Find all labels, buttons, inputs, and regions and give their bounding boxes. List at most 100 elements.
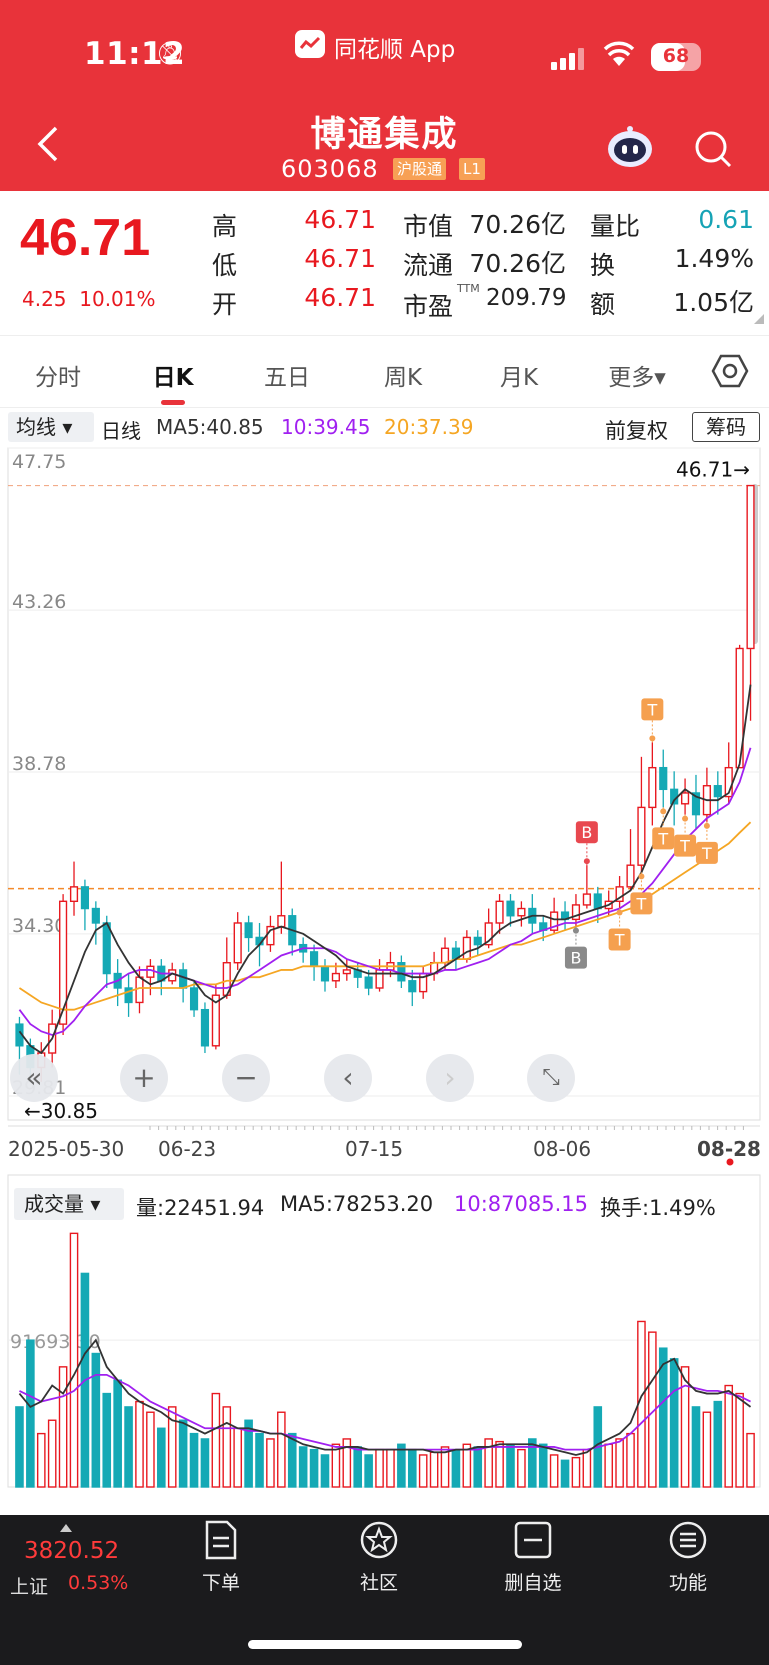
candle-body bbox=[102, 922, 111, 975]
volume-bar bbox=[615, 1438, 624, 1488]
pe-ttm-sup: TTM bbox=[457, 282, 480, 295]
candle-body bbox=[648, 766, 657, 809]
signal-marker bbox=[674, 834, 697, 857]
ma20-line bbox=[18, 821, 752, 1011]
stock-name: 博通集成 bbox=[310, 115, 459, 155]
signal-label: T bbox=[657, 829, 668, 848]
volume-bar bbox=[462, 1443, 472, 1488]
volume-bar bbox=[713, 1400, 723, 1488]
back-button[interactable] bbox=[32, 122, 62, 174]
adjust-mode[interactable]: 前复权 bbox=[605, 419, 668, 443]
ma-indicator-select[interactable]: 均线 ▾ bbox=[8, 412, 94, 442]
candle-body bbox=[146, 965, 155, 978]
volume-ma5-line bbox=[18, 1338, 752, 1456]
low-label: 低 bbox=[212, 251, 238, 280]
signal-label: T bbox=[614, 931, 625, 950]
volume-bar bbox=[549, 1454, 559, 1488]
candle-body bbox=[615, 886, 624, 903]
fullscreen-button[interactable]: ⤡ bbox=[527, 1054, 575, 1102]
date-axis-label: 08-28 bbox=[697, 1137, 761, 1161]
candle-body bbox=[135, 976, 144, 1004]
menu-circle-icon bbox=[669, 1521, 707, 1559]
tab-intraday[interactable]: 分时 bbox=[35, 365, 81, 391]
signal-marker bbox=[641, 698, 664, 721]
zoom-in-button[interactable]: + bbox=[120, 1054, 168, 1102]
candle-body bbox=[473, 936, 482, 946]
candle-body bbox=[331, 972, 340, 982]
volume-bar bbox=[135, 1400, 144, 1488]
ma10-line bbox=[18, 747, 752, 1036]
tab-five-day[interactable]: 五日 bbox=[264, 365, 310, 391]
volume-bar bbox=[386, 1448, 395, 1488]
candle-body bbox=[320, 965, 330, 982]
status-time: 11:12 bbox=[84, 36, 186, 72]
volume-bar bbox=[69, 1232, 79, 1488]
index-value[interactable]: 3820.52 bbox=[24, 1538, 120, 1564]
candle-body bbox=[593, 893, 602, 910]
tab-monthly-k[interactable]: 月K bbox=[499, 365, 539, 391]
silent-bell-icon: 🔕︎ bbox=[156, 42, 184, 67]
volume-indicator-select[interactable]: 成交量 ▾ bbox=[14, 1188, 124, 1220]
tab-daily-k[interactable]: 日K bbox=[152, 365, 194, 391]
volume-bar bbox=[353, 1446, 363, 1488]
vr-value: 0.61 bbox=[698, 205, 754, 234]
volume-bar bbox=[47, 1419, 57, 1488]
volume-bar bbox=[189, 1432, 199, 1488]
chip-distribution-button[interactable]: 筹码 bbox=[692, 412, 760, 442]
scroll-left-button[interactable]: ‹ bbox=[324, 1054, 372, 1102]
volume-bar bbox=[233, 1427, 242, 1488]
open-label: 开 bbox=[212, 290, 238, 319]
tab-weekly-k[interactable]: 周K bbox=[383, 365, 423, 391]
candle-body bbox=[440, 947, 450, 964]
nav-remove-watchlist[interactable]: 删自选 bbox=[483, 1520, 583, 1595]
nav-order[interactable]: 下单 bbox=[171, 1520, 271, 1595]
tab-more[interactable]: 更多▾ bbox=[608, 365, 666, 391]
scroll-left-fast-button[interactable]: « bbox=[10, 1054, 58, 1102]
volume-bar bbox=[746, 1432, 755, 1488]
signal-marker bbox=[652, 827, 675, 850]
zoom-out-button[interactable]: − bbox=[222, 1054, 270, 1102]
nav-community[interactable]: 社区 bbox=[329, 1520, 429, 1595]
signal-label: T bbox=[646, 700, 657, 719]
expand-corner-icon[interactable] bbox=[754, 314, 764, 324]
signal-label: T bbox=[701, 844, 712, 863]
high-label: 高 bbox=[212, 212, 238, 241]
candle-body bbox=[124, 987, 133, 1004]
high-price-label: 46.71→ bbox=[676, 458, 750, 482]
order-document-icon bbox=[205, 1520, 237, 1560]
volume-bar bbox=[724, 1384, 734, 1488]
volume-bar bbox=[528, 1438, 537, 1488]
volume-bar bbox=[91, 1352, 101, 1488]
ma5-line bbox=[18, 684, 752, 1055]
volume-bar bbox=[604, 1443, 613, 1488]
volume-bar bbox=[102, 1392, 112, 1488]
volume-bar bbox=[691, 1406, 701, 1488]
pe-label: 市盈 bbox=[403, 292, 454, 321]
date-axis-label: 2025-05-30 bbox=[8, 1137, 124, 1161]
candle-body bbox=[233, 922, 242, 964]
pe-value: 209.79 bbox=[486, 285, 567, 311]
stock-code: 603068 bbox=[281, 155, 379, 183]
volume-bar bbox=[298, 1446, 308, 1488]
robot-assistant-icon[interactable] bbox=[606, 125, 654, 169]
volume-ma5-readout: MA5:78253.20 bbox=[280, 1192, 434, 1216]
settings-hexagon-icon[interactable] bbox=[711, 352, 749, 394]
scroll-right-button[interactable]: › bbox=[426, 1054, 474, 1102]
nav-functions[interactable]: 功能 bbox=[638, 1520, 738, 1595]
search-icon[interactable] bbox=[693, 129, 733, 169]
kline-chart[interactable]: 47.7543.2638.7834.3029.8146.71→BBTTTTTT←… bbox=[0, 440, 769, 1515]
volume-bar bbox=[571, 1456, 581, 1488]
signal-dot bbox=[638, 873, 645, 880]
candle-body bbox=[375, 969, 384, 989]
wifi-icon bbox=[603, 40, 635, 72]
signal-dot bbox=[572, 927, 579, 934]
price-axis-label: 38.78 bbox=[12, 753, 66, 775]
candle-body bbox=[637, 806, 646, 866]
volume-bar bbox=[680, 1366, 690, 1488]
signal-label: T bbox=[679, 837, 690, 856]
signal-dot bbox=[660, 808, 667, 815]
volume-readout: 量:22451.94 bbox=[136, 1196, 265, 1220]
turnover-label: 换 bbox=[590, 251, 616, 280]
volume-bar bbox=[309, 1448, 319, 1488]
candle-body bbox=[59, 900, 68, 1025]
